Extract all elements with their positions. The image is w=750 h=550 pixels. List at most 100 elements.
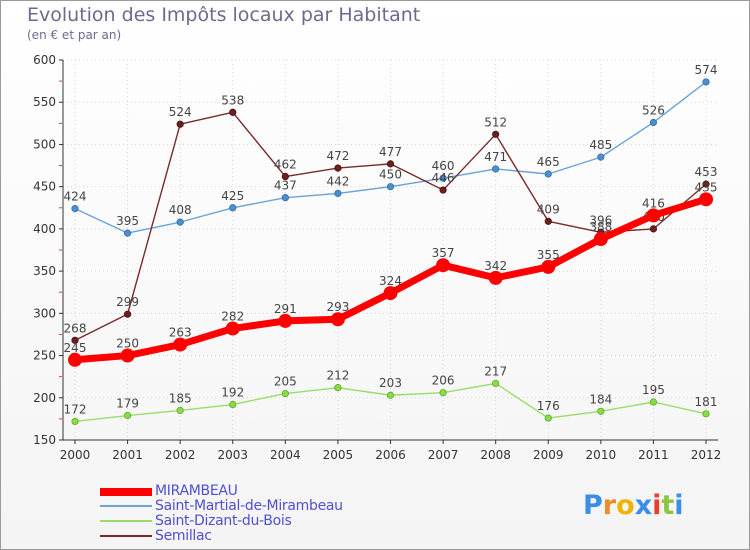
data-label-mirambeau-2002: 263 — [169, 326, 192, 340]
data-label-semillac-2000: 268 — [64, 321, 87, 335]
point-saint-dizant-2012 — [702, 410, 710, 418]
data-label-mirambeau-2000: 245 — [64, 341, 87, 355]
point-mirambeau-2002 — [173, 337, 188, 352]
data-label-saint-martial-2011: 526 — [642, 103, 665, 117]
y-tick-label-0: 150 — [33, 433, 56, 447]
data-label-mirambeau-2001: 250 — [116, 337, 139, 351]
data-label-mirambeau-2011: 416 — [642, 196, 665, 210]
point-saint-martial-2007 — [439, 174, 447, 182]
point-mirambeau-2004 — [278, 313, 293, 328]
point-saint-martial-2006 — [386, 183, 395, 191]
data-label-saint-dizant-2002: 185 — [169, 391, 192, 405]
point-mirambeau-2003 — [225, 321, 240, 336]
point-mirambeau-2010 — [593, 232, 608, 247]
y-tick-label-8: 550 — [33, 95, 56, 109]
point-saint-martial-2010 — [597, 153, 605, 161]
data-label-mirambeau-2010: 388 — [589, 220, 612, 234]
y-tick-label-7: 500 — [33, 137, 56, 151]
point-saint-martial-2009 — [544, 170, 552, 178]
y-tick-label-9: 600 — [33, 53, 56, 67]
point-semillac-2007 — [439, 186, 447, 194]
data-label-saint-martial-2006: 450 — [379, 168, 402, 182]
y-tick-label-5: 400 — [33, 222, 56, 236]
data-label-saint-martial-2010: 485 — [589, 138, 612, 152]
legend-label-saint-dizant: Saint-Dizant-du-Bois — [155, 513, 292, 529]
data-label-saint-martial-2004: 437 — [274, 179, 297, 193]
point-semillac-2003 — [229, 108, 237, 116]
data-label-semillac-2007: 446 — [432, 171, 455, 185]
data-label-saint-martial-2009: 465 — [537, 155, 560, 169]
data-label-mirambeau-2004: 291 — [274, 302, 297, 316]
y-tick-label-2: 250 — [33, 349, 56, 363]
x-tick-label-9: 2009 — [533, 448, 564, 462]
x-tick-label-2: 2002 — [165, 448, 196, 462]
point-saint-martial-2004 — [281, 194, 289, 202]
point-mirambeau-2012 — [699, 192, 713, 207]
data-label-mirambeau-2005: 293 — [326, 300, 349, 314]
data-label-saint-martial-2008: 471 — [484, 150, 507, 164]
data-label-saint-dizant-2003: 192 — [221, 386, 244, 400]
x-tick-label-4: 2004 — [270, 448, 301, 462]
x-tick-label-1: 2001 — [112, 448, 143, 462]
point-saint-dizant-2006 — [386, 391, 395, 399]
data-label-saint-martial-2007: 460 — [432, 159, 455, 173]
data-label-semillac-2008: 512 — [484, 115, 507, 129]
point-saint-dizant-2009 — [544, 414, 552, 422]
legend-swatch-saint-martial — [100, 505, 152, 507]
point-semillac-2005 — [334, 164, 342, 172]
point-mirambeau-2001 — [120, 348, 135, 363]
data-label-saint-dizant-2011: 195 — [642, 383, 665, 397]
y-tick-label-4: 350 — [33, 264, 56, 278]
x-tick-label-7: 2007 — [428, 448, 459, 462]
point-semillac-2006 — [386, 160, 395, 168]
point-semillac-2009 — [544, 217, 552, 225]
point-mirambeau-2000 — [68, 352, 82, 367]
data-label-saint-dizant-2009: 176 — [537, 399, 560, 413]
data-label-semillac-2004: 462 — [274, 158, 297, 172]
data-label-semillac-2002: 524 — [169, 105, 192, 119]
x-tick-label-3: 2003 — [217, 448, 248, 462]
data-label-saint-martial-2005: 442 — [326, 174, 349, 188]
data-label-mirambeau-2012: 435 — [695, 180, 718, 194]
point-saint-martial-2012 — [702, 78, 710, 86]
point-mirambeau-2009 — [541, 259, 556, 274]
x-tick-label-5: 2005 — [323, 448, 354, 462]
legend-swatch-saint-dizant — [100, 520, 152, 522]
point-mirambeau-2005 — [330, 312, 345, 327]
point-saint-martial-2003 — [229, 204, 237, 212]
legend-label-mirambeau: MIRAMBEAU — [155, 483, 238, 499]
point-saint-dizant-2011 — [649, 398, 658, 406]
data-label-mirambeau-2003: 282 — [221, 310, 244, 324]
point-saint-dizant-2007 — [439, 389, 447, 397]
data-label-saint-dizant-2004: 205 — [274, 375, 297, 389]
data-label-saint-martial-2001: 395 — [116, 214, 139, 228]
data-label-saint-dizant-2007: 206 — [432, 374, 455, 388]
data-label-mirambeau-2007: 357 — [432, 246, 455, 260]
point-saint-dizant-2010 — [597, 407, 605, 415]
x-tick-label-8: 2008 — [480, 448, 511, 462]
y-tick-label-3: 300 — [33, 306, 56, 320]
data-label-semillac-2005: 472 — [326, 149, 349, 163]
point-saint-dizant-2000 — [71, 417, 79, 426]
legend-swatch-mirambeau — [100, 488, 152, 496]
data-label-saint-dizant-2012: 181 — [695, 395, 718, 409]
data-label-saint-martial-2000: 424 — [64, 190, 87, 204]
point-saint-dizant-2001 — [123, 411, 132, 420]
legend-label-semillac: Semillac — [155, 528, 212, 544]
x-tick-label-6: 2006 — [375, 448, 406, 462]
data-label-semillac-2010: 396 — [589, 213, 612, 227]
point-semillac-2000 — [71, 336, 79, 344]
point-saint-martial-2000 — [71, 205, 79, 213]
point-saint-dizant-2003 — [229, 400, 237, 409]
point-saint-martial-2001 — [123, 229, 132, 237]
point-saint-dizant-2002 — [176, 406, 184, 415]
data-label-saint-martial-2012: 574 — [695, 63, 718, 77]
point-mirambeau-2006 — [383, 286, 398, 301]
point-mirambeau-2007 — [436, 258, 451, 273]
x-tick-label-12: 2012 — [691, 448, 722, 462]
data-label-semillac-2001: 299 — [116, 295, 139, 309]
point-saint-martial-2011 — [649, 118, 658, 127]
data-label-saint-martial-2002: 408 — [169, 203, 192, 217]
